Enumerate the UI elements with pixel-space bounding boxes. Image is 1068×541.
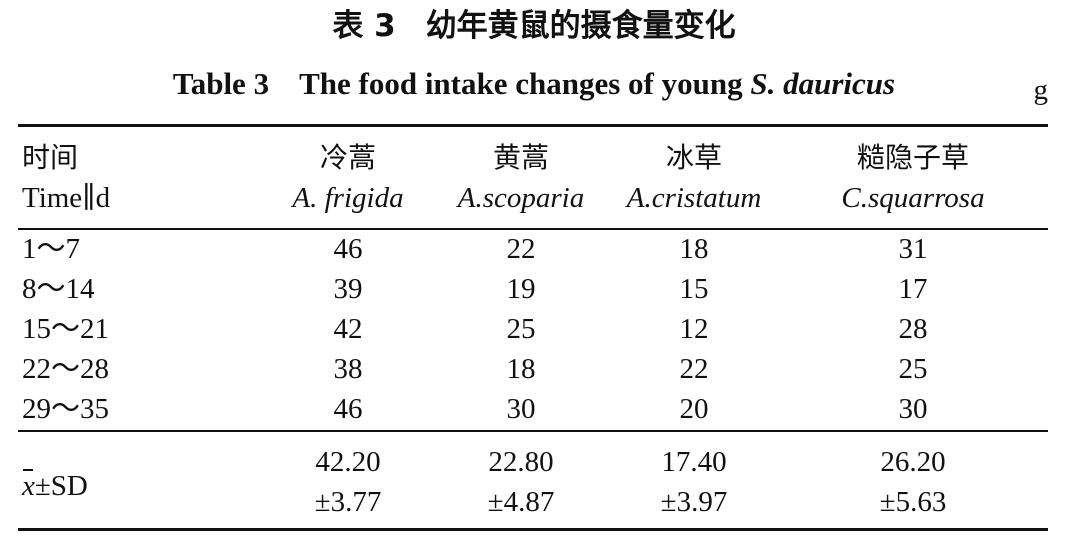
table-title-en-species: S. dauricus [750, 66, 896, 101]
table-cell: 46 [333, 393, 363, 425]
row-time: 1～7 [22, 233, 81, 265]
table-title-cn-text: 幼年黄鼠的摄食量变化 [425, 8, 736, 44]
summary-sd: ±4.87 [487, 486, 555, 518]
header-time-en: Time∥d [22, 182, 111, 214]
table-cell: 25 [506, 313, 536, 345]
row-time: 29～35 [22, 393, 110, 425]
summary-label: x±SD [22, 466, 88, 506]
table-cell: 17 [898, 273, 928, 305]
table-cell: 22 [506, 233, 536, 265]
table-cell: 22 [679, 353, 709, 385]
summary-mean: 22.80 [488, 446, 554, 478]
table-cell: 15 [679, 273, 709, 305]
header-col4-latin: C.squarrosa [841, 182, 985, 214]
table-cell: 20 [679, 393, 709, 425]
header-col3-cn: 冰草 [665, 141, 723, 174]
summary-label-suffix: ±SD [34, 470, 88, 502]
table-cell: 25 [898, 353, 928, 385]
header-col1-cn: 冷蒿 [319, 141, 377, 174]
summary-mean: 26.20 [880, 446, 946, 478]
top-rule [18, 124, 1048, 127]
table-title-english: Table 3 The food intake changes of young … [0, 64, 1068, 104]
bottom-rule [18, 528, 1048, 531]
mean-symbol: x [22, 466, 35, 506]
table-cell: 38 [333, 353, 363, 385]
summary-rule [18, 430, 1048, 432]
table-cell: 39 [333, 273, 363, 305]
table-number-cn: 表 3 [332, 8, 396, 44]
table-cell: 42 [333, 313, 363, 345]
row-time: 15～21 [22, 313, 110, 345]
header-col2-cn: 黄蒿 [492, 141, 550, 174]
row-time: 8～14 [22, 273, 95, 305]
table-cell: 46 [333, 233, 363, 265]
header-col2-latin: A.scoparia [457, 182, 585, 214]
table-number-en: Table 3 [172, 66, 270, 101]
table-title-chinese: 表 3 幼年黄鼠的摄食量变化 [0, 6, 1068, 46]
header-col1-latin: A. frigida [292, 182, 404, 214]
table-cell: 31 [898, 233, 928, 265]
table-cell: 28 [898, 313, 928, 345]
table-title-en-text: The food intake changes of young [299, 66, 751, 101]
header-col4-cn: 糙隐子草 [856, 141, 970, 174]
summary-sd: ±3.97 [660, 486, 728, 518]
summary-sd: ±5.63 [879, 486, 947, 518]
unit-label: g [1033, 74, 1049, 106]
header-col3-latin: A.cristatum [626, 182, 762, 214]
summary-mean: 17.40 [661, 446, 727, 478]
table-cell: 18 [679, 233, 709, 265]
table-cell: 19 [506, 273, 536, 305]
header-time-cn: 时间 [22, 141, 79, 174]
summary-sd: ±3.77 [314, 486, 382, 518]
table-cell: 18 [506, 353, 536, 385]
row-time: 22～28 [22, 353, 110, 385]
table-cell: 30 [506, 393, 536, 425]
header-rule [18, 228, 1048, 230]
summary-mean: 42.20 [315, 446, 381, 478]
table-cell: 12 [679, 313, 709, 345]
table-cell: 30 [898, 393, 928, 425]
